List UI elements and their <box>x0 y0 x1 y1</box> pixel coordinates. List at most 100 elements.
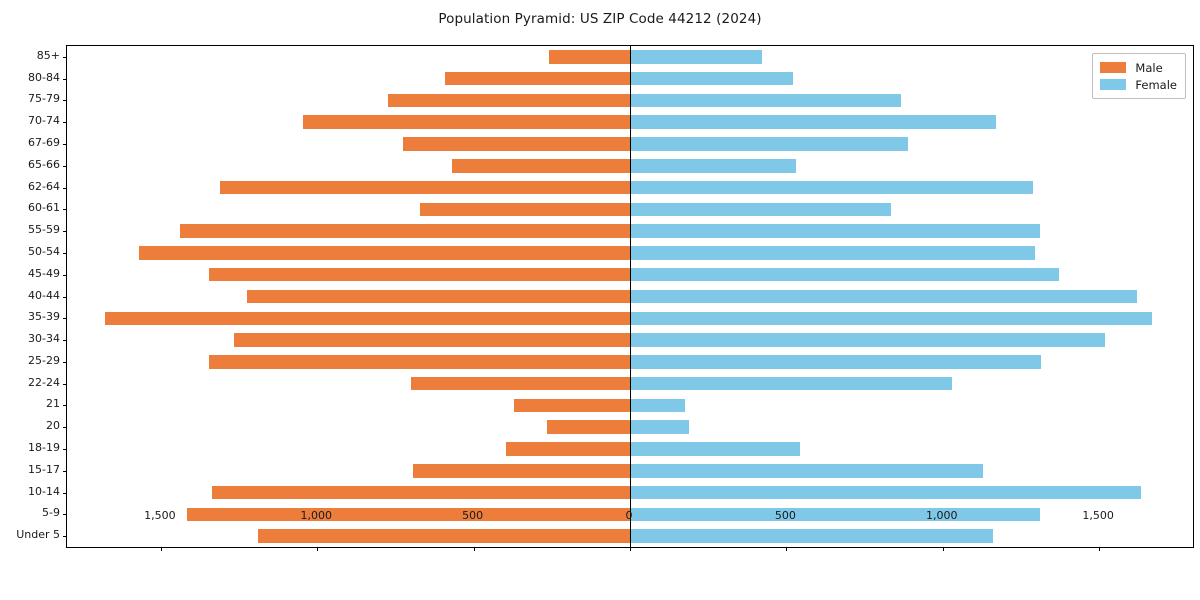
x-tick-mark <box>317 547 319 551</box>
bar-male-22-24[interactable] <box>411 376 630 391</box>
y-axis-label-80-84: 80-84 <box>28 70 60 84</box>
y-tick-mark <box>63 340 67 342</box>
y-tick-mark <box>63 100 67 102</box>
y-axis-label-40-44: 40-44 <box>28 288 60 302</box>
bar-female-35-39[interactable] <box>630 311 1153 326</box>
bar-row <box>67 529 1193 543</box>
legend-item-female[interactable]: Female <box>1100 76 1177 93</box>
bar-male-80-84[interactable] <box>445 71 630 86</box>
bar-female-75-79[interactable] <box>630 93 901 108</box>
bar-male-55-59[interactable] <box>179 224 630 238</box>
bar-male-40-44[interactable] <box>246 289 630 304</box>
bar-row <box>67 442 1193 456</box>
bar-female-30-34[interactable] <box>630 333 1106 347</box>
x-axis-label: 500 <box>462 509 484 522</box>
x-tick-mark <box>473 547 475 551</box>
legend-swatch-female <box>1100 79 1127 90</box>
x-tick-mark <box>786 547 788 551</box>
bar-female-70-74[interactable] <box>630 115 996 129</box>
bar-male-65-66[interactable] <box>451 159 630 173</box>
bar-male-60-61[interactable] <box>420 202 630 217</box>
y-tick-mark <box>63 165 67 167</box>
bar-row <box>67 398 1193 413</box>
y-axis-label-75-79: 75-79 <box>28 92 60 106</box>
y-axis-label-62-64: 62-64 <box>28 179 60 193</box>
bar-male-62-64[interactable] <box>220 180 630 195</box>
x-axis-label: 0 <box>625 509 633 522</box>
bar-female-65-66[interactable] <box>630 159 796 173</box>
y-axis-label-20: 20 <box>46 419 60 433</box>
bar-female-60-61[interactable] <box>630 202 892 217</box>
bar-female-50-54[interactable] <box>630 246 1036 260</box>
x-axis-label: 1,000 <box>300 509 332 522</box>
bar-female-15-17[interactable] <box>630 464 984 478</box>
bar-row <box>67 93 1193 108</box>
bar-male-75-79[interactable] <box>387 93 630 108</box>
y-tick-mark <box>63 470 67 472</box>
bar-male-under-5[interactable] <box>257 529 630 543</box>
bar-female-85-[interactable] <box>630 50 762 64</box>
y-tick-mark <box>63 187 67 189</box>
y-axis-label-10-14: 10-14 <box>28 484 60 498</box>
bar-female-25-29[interactable] <box>630 355 1042 369</box>
bar-row <box>67 420 1193 434</box>
legend-item-male[interactable]: Male <box>1100 59 1177 76</box>
bar-female-21[interactable] <box>630 398 685 413</box>
y-tick-mark <box>63 383 67 385</box>
plot-area: Male Female <box>63 45 1194 551</box>
bar-row <box>67 115 1193 129</box>
y-tick-mark <box>63 78 67 80</box>
y-tick-mark <box>63 296 67 298</box>
bar-male-35-39[interactable] <box>104 311 630 326</box>
bar-female-22-24[interactable] <box>630 376 953 391</box>
bar-row <box>67 159 1193 173</box>
bar-row <box>67 507 1193 522</box>
bar-male-30-34[interactable] <box>234 333 630 347</box>
bar-male-25-29[interactable] <box>209 355 630 369</box>
bar-male-20[interactable] <box>547 420 630 434</box>
bar-male-50-54[interactable] <box>138 246 630 260</box>
y-axis-label-70-74: 70-74 <box>28 114 60 128</box>
bar-row <box>67 355 1193 369</box>
zero-axis-line <box>630 46 631 547</box>
y-axis-label-50-54: 50-54 <box>28 244 60 258</box>
bar-female-55-59[interactable] <box>630 224 1040 238</box>
bar-female-67-69[interactable] <box>630 137 909 151</box>
bar-row <box>67 267 1193 282</box>
y-axis-label-under-5: Under 5 <box>16 528 60 542</box>
y-axis-label-18-19: 18-19 <box>28 440 60 454</box>
bar-female-62-64[interactable] <box>630 180 1034 195</box>
y-tick-mark <box>63 209 67 211</box>
bar-female-20[interactable] <box>630 420 690 434</box>
bar-row <box>67 464 1193 478</box>
bar-male-18-19[interactable] <box>506 442 630 456</box>
bar-female-80-84[interactable] <box>630 71 793 86</box>
y-tick-mark <box>63 361 67 363</box>
y-tick-mark <box>63 231 67 233</box>
bar-male-5-9[interactable] <box>187 507 630 522</box>
bar-male-70-74[interactable] <box>303 115 630 129</box>
bar-male-10-14[interactable] <box>212 485 630 500</box>
bar-male-85-[interactable] <box>549 50 630 64</box>
bar-male-21[interactable] <box>514 398 630 413</box>
bar-female-5-9[interactable] <box>630 507 1040 522</box>
bar-female-45-49[interactable] <box>630 267 1059 282</box>
bar-female-under-5[interactable] <box>630 529 993 543</box>
y-tick-mark <box>63 122 67 124</box>
bar-row <box>67 289 1193 304</box>
bar-male-67-69[interactable] <box>403 137 630 151</box>
bar-female-40-44[interactable] <box>630 289 1137 304</box>
y-axis-label-85-: 85+ <box>36 48 60 62</box>
bar-row <box>67 485 1193 500</box>
bar-female-10-14[interactable] <box>630 485 1142 500</box>
bar-female-18-19[interactable] <box>630 442 801 456</box>
x-tick-mark <box>942 547 944 551</box>
y-tick-mark <box>63 427 67 429</box>
y-tick-mark <box>63 492 67 494</box>
y-axis-label-67-69: 67-69 <box>28 136 60 150</box>
bar-row <box>67 71 1193 86</box>
x-axis-label: 500 <box>774 509 796 522</box>
bar-male-45-49[interactable] <box>209 267 630 282</box>
bar-male-15-17[interactable] <box>412 464 630 478</box>
